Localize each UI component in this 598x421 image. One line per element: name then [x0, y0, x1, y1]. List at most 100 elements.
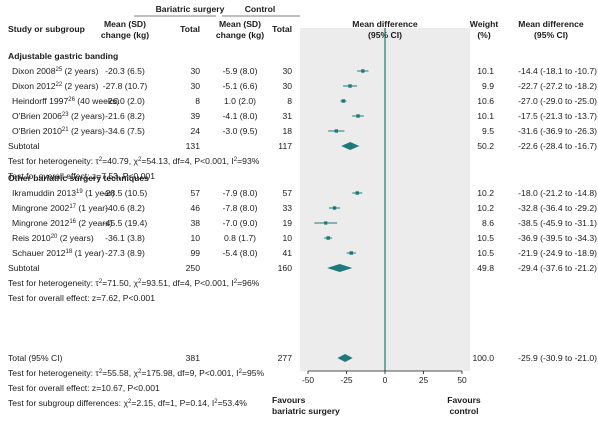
header-bariatric-surgery: Bariatric surgery — [156, 4, 225, 14]
x-tick-label: 25 — [419, 375, 429, 385]
point-estimate — [324, 221, 328, 225]
md-ci-text: -18.0 (-21.2 to -14.8) — [518, 188, 597, 198]
ctl-mean-sd: -3.0 (9.5) — [223, 126, 258, 136]
ctl-total: 30 — [282, 81, 292, 91]
header-study: Study or subgroup — [8, 24, 85, 34]
bs-mean-sd: -36.1 (3.8) — [105, 233, 145, 243]
bs-total: 24 — [190, 126, 200, 136]
ctl-total: 19 — [282, 218, 292, 228]
ctl-mean-sd: -5.4 (8.0) — [223, 248, 258, 258]
bs-total: 39 — [190, 111, 200, 121]
bs-mean-sd: -28.5 (10.5) — [103, 188, 148, 198]
ctl-total: 57 — [282, 188, 292, 198]
heterogeneity-test: Test for heterogeneity: τ2=40.79, χ2=54.… — [8, 156, 260, 166]
weight-value: 8.6 — [482, 218, 494, 228]
ctl-mean-sd: -5.1 (6.6) — [223, 81, 258, 91]
subtotal-diamond — [327, 264, 353, 272]
point-estimate — [334, 129, 339, 133]
bs-total: 38 — [190, 218, 200, 228]
heterogeneity-test: Test for heterogeneity: τ2=71.50, χ2=93.… — [8, 278, 260, 288]
ctl-mean-sd: 0.8 (1.7) — [224, 233, 256, 243]
overall-effect-test: Test for overall effect: z=7.62, P<0.001 — [8, 293, 155, 303]
header-md: Mean difference — [352, 19, 418, 29]
md-ci-text: -17.5 (-21.3 to -13.7) — [518, 111, 597, 121]
ctl-total: 18 — [282, 126, 292, 136]
bs-total: 30 — [190, 66, 200, 76]
x-tick-label: -25 — [340, 375, 352, 385]
study-label: Reis 201020 (2 years) — [12, 233, 94, 243]
subtotal-weight: 50.2 — [477, 141, 494, 151]
study-label: O'Brien 200623 (2 years) — [12, 111, 105, 121]
study-label: Dixon 201222 (2 years) — [12, 81, 99, 91]
subtotal-diamond — [341, 142, 360, 150]
header-weight: Weight — [470, 19, 499, 29]
md-ci-text: -31.6 (-36.9 to -26.3) — [518, 126, 597, 136]
md-ci-text: -32.8 (-36.4 to -29.2) — [518, 203, 597, 213]
weight-value: 10.1 — [477, 66, 494, 76]
md-ci-text: -21.9 (-24.9 to -18.9) — [518, 248, 597, 258]
header-md-right: Mean difference — [518, 19, 584, 29]
x-tick-label: -50 — [302, 375, 314, 385]
subtotal-label: Subtotal — [8, 141, 40, 151]
ctl-total: 10 — [282, 233, 292, 243]
study-label: O'Brien 201021 (2 years) — [12, 126, 105, 136]
subgroup-difference-test: Test for subgroup differences: χ2=2.15, … — [8, 398, 247, 408]
favours-right-2: control — [449, 406, 478, 416]
md-ci-text: -38.5 (-45.9 to -31.1) — [518, 218, 597, 228]
total-ctl-n: 277 — [278, 353, 293, 363]
weight-value: 10.5 — [477, 233, 494, 243]
study-label: Heindorff 199726 (40 weeks) — [12, 96, 119, 106]
md-ci-text: -14.4 (-18.1 to -10.7) — [518, 66, 597, 76]
subtotal-bs-total: 250 — [186, 263, 201, 273]
bs-mean-sd: -27.8 (10.7) — [103, 81, 148, 91]
ctl-mean-sd: 1.0 (2.0) — [224, 96, 256, 106]
favours-left-2: bariatric surgery — [272, 406, 340, 416]
ctl-total: 30 — [282, 66, 292, 76]
md-ci-text: -27.0 (-29.0 to -25.0) — [518, 96, 597, 106]
weight-value: 10.2 — [477, 203, 494, 213]
x-tick-label: 50 — [457, 375, 467, 385]
x-tick-label: 0 — [383, 375, 388, 385]
point-estimate — [332, 206, 337, 210]
weight-value: 10.1 — [477, 111, 494, 121]
overall-effect-test: Test for overall effect: z=7.53, P<0.001 — [8, 171, 155, 181]
subgroup-title: Adjustable gastric banding — [8, 51, 118, 61]
weight-value: 9.9 — [482, 81, 494, 91]
bs-mean-sd: -45.5 (19.4) — [103, 218, 148, 228]
study-label: Mingrone 200217 (1 year) — [12, 203, 108, 213]
point-estimate — [326, 236, 330, 240]
ctl-total: 33 — [282, 203, 292, 213]
bs-total: 46 — [190, 203, 200, 213]
weight-value: 10.6 — [477, 96, 494, 106]
header-mean-sd: Mean (SD) — [104, 19, 146, 29]
subtotal-ctl-total: 117 — [278, 141, 292, 151]
bs-mean-sd: -34.6 (7.5) — [105, 126, 145, 136]
header-total: Total — [272, 24, 292, 34]
md-ci-text: -22.7 (-27.2 to -18.2) — [518, 81, 597, 91]
bs-total: 57 — [190, 188, 200, 198]
header-total: Total — [180, 24, 200, 34]
md-ci-text: -36.9 (-39.5 to -34.3) — [518, 233, 597, 243]
point-estimate — [349, 251, 354, 255]
total-weight: 100.0 — [472, 353, 494, 363]
bs-total: 10 — [190, 233, 200, 243]
header-mean-sd: Mean (SD) — [219, 19, 261, 29]
total-overall-effect: Test for overall effect: z=10.67, P<0.00… — [8, 383, 160, 393]
bs-mean-sd: -20.3 (6.5) — [105, 66, 145, 76]
study-label: Mingrone 201216 (2 years) — [12, 218, 112, 228]
header-pct: (%) — [477, 30, 491, 40]
total-label: Total (95% CI) — [8, 353, 63, 363]
bs-mean-sd: -26.0 (2.0) — [105, 96, 145, 106]
ctl-total: 31 — [282, 111, 292, 121]
study-label: Ikramuddin 201319 (1 year) — [12, 188, 115, 198]
point-estimate — [356, 114, 360, 118]
total-diamond — [337, 354, 353, 362]
subtotal-ci-text: -29.4 (-37.6 to -21.2) — [518, 263, 597, 273]
header-change: change (kg) — [216, 30, 264, 40]
subgroup-title: Other bariatric surgery techniques — [8, 173, 149, 183]
subtotal-label: Subtotal — [8, 263, 40, 273]
subtotal-bs-total: 131 — [186, 141, 201, 151]
weight-value: 9.5 — [482, 126, 494, 136]
ctl-total: 41 — [282, 248, 292, 258]
